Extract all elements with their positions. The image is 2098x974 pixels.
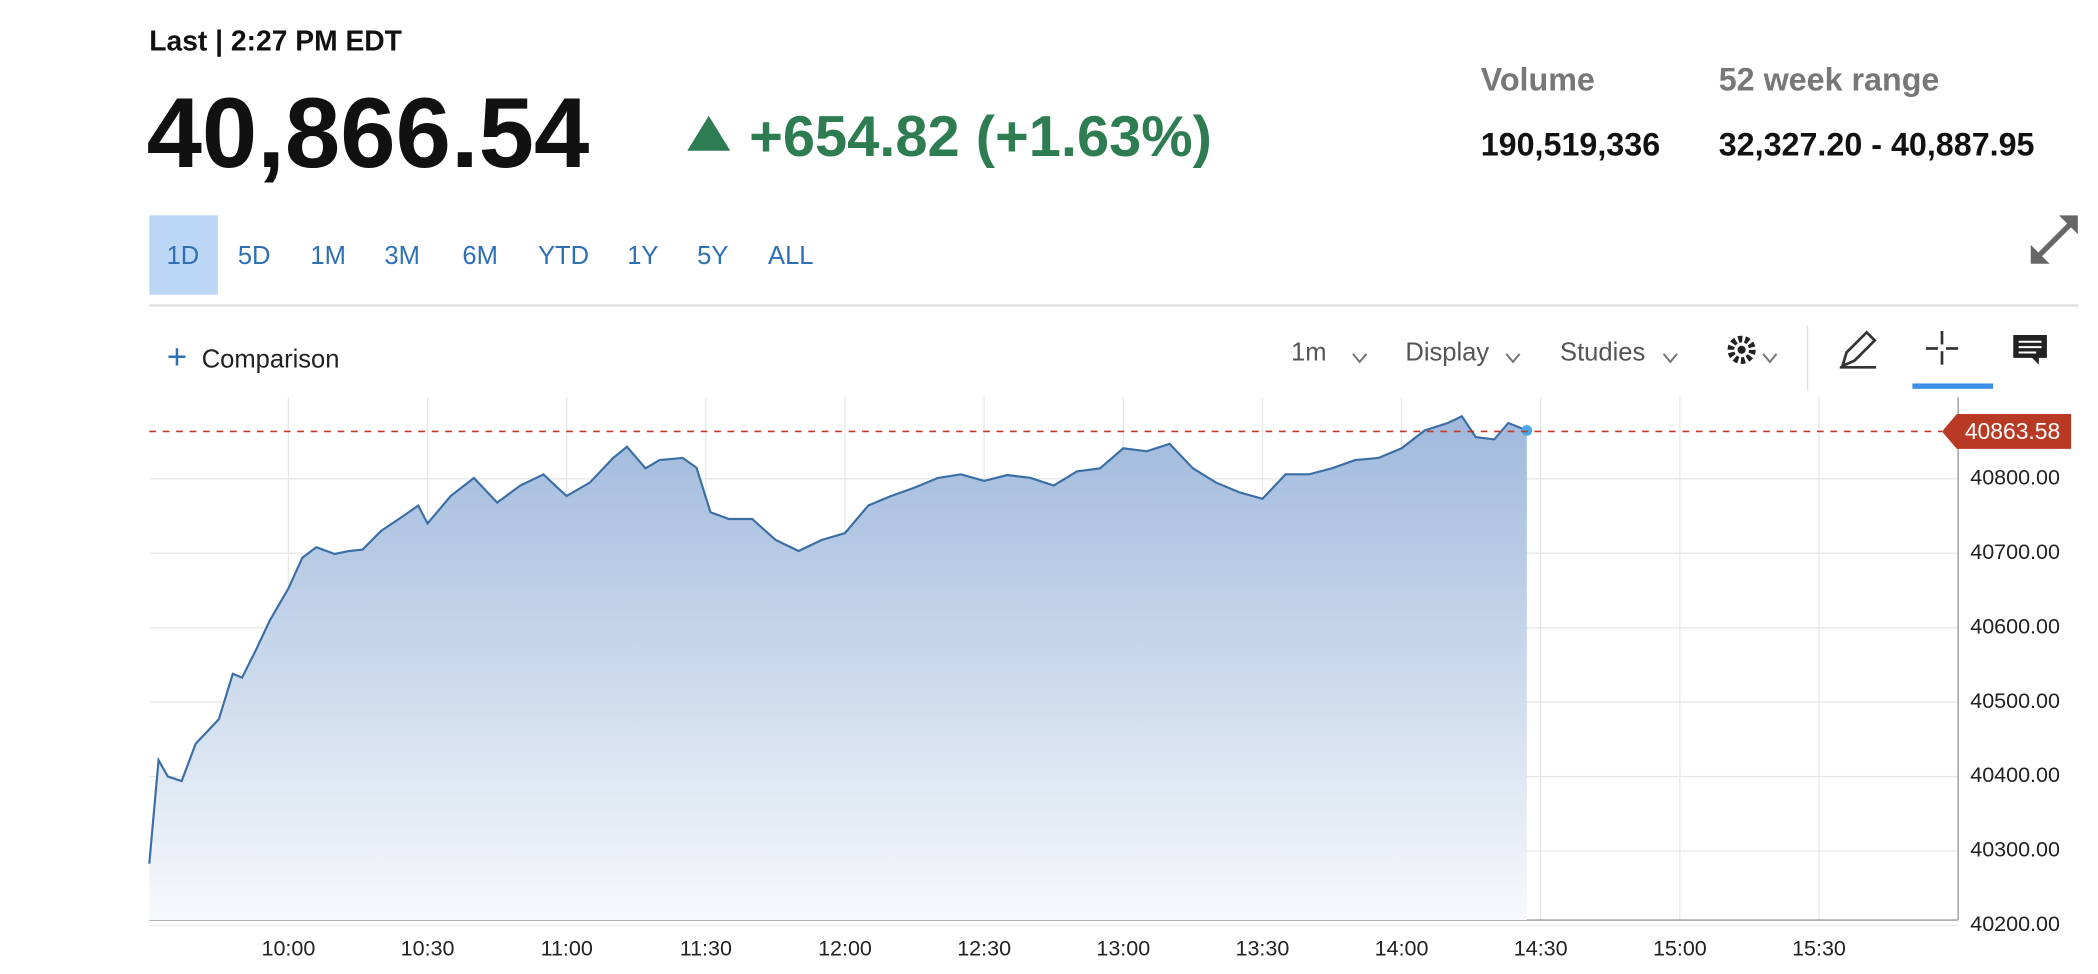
range-tab[interactable]: ALL xyxy=(768,242,813,270)
price-line xyxy=(148,414,1528,864)
x-tick-label: 14:30 xyxy=(1514,936,1568,960)
range-tab[interactable]: 1M xyxy=(310,242,346,270)
active-tab-bg xyxy=(149,215,218,295)
settings-icon[interactable] xyxy=(1727,335,1778,364)
area xyxy=(149,416,1527,921)
x-tick-label: 11:30 xyxy=(680,936,732,960)
y-tick-label: 40400.00 xyxy=(1970,763,2060,787)
comparison-button[interactable]: Comparison xyxy=(202,345,340,373)
active-tool-indicator xyxy=(1912,383,1994,389)
range-tab[interactable]: 5Y xyxy=(697,242,728,270)
x-tick-label: 11:00 xyxy=(541,936,593,960)
chevron xyxy=(1505,353,1521,364)
range-tab[interactable]: 1D xyxy=(167,242,200,270)
chevron xyxy=(1352,353,1368,364)
tabs: 1D 5D 1M 3M 6M YTD 1Y 5Y ALL xyxy=(167,242,814,270)
x-tick-label: 12:30 xyxy=(957,936,1011,960)
last-time: Last | 2:27 PM EDT xyxy=(149,25,402,57)
y-tick-label: 40300.00 xyxy=(1970,838,2060,862)
x-tick-label: 15:00 xyxy=(1653,936,1707,960)
x-tick-label: 10:30 xyxy=(401,936,455,960)
x-tick-label: 13:30 xyxy=(1236,936,1290,960)
y-tick-label: 40200.00 xyxy=(1970,912,2060,936)
range-tab[interactable]: 3M xyxy=(384,242,420,270)
x-tick-label: 12:00 xyxy=(818,936,872,960)
draw-icon[interactable] xyxy=(1839,330,1877,369)
x-tick-label: 10:00 xyxy=(262,936,316,960)
y-tick-label: 40500.00 xyxy=(1970,689,2060,713)
range-label: 52 week range xyxy=(1719,62,1940,98)
crosshair-icon[interactable] xyxy=(1925,330,1959,365)
y-tick-label: 40800.00 xyxy=(1970,465,2060,489)
last-value-tag xyxy=(1941,413,2072,449)
range: 32,327.20 - 40,887.95 xyxy=(1719,126,2035,162)
last-point xyxy=(1521,425,1533,436)
range-tab[interactable]: 1Y xyxy=(627,242,658,270)
x-tick-label: 14:00 xyxy=(1375,936,1429,960)
range-tab[interactable]: YTD xyxy=(538,242,589,270)
volume: 190,519,336 xyxy=(1481,126,1660,162)
display-button[interactable]: Display xyxy=(1405,339,1489,367)
y-tick-label: 40600.00 xyxy=(1970,614,2060,638)
studies-button[interactable]: Studies xyxy=(1560,339,1645,367)
price-change: +654.82 (+1.63%) xyxy=(749,105,1212,169)
expand-icon[interactable] xyxy=(2030,215,2078,264)
last-value-label: 40863.58 xyxy=(1965,418,2060,444)
range-tab[interactable]: 6M xyxy=(462,242,498,270)
comment-icon[interactable] xyxy=(2013,335,2047,365)
x-tick-label: 13:00 xyxy=(1096,936,1150,960)
chevron xyxy=(1662,353,1678,364)
price: 40,866.54 xyxy=(147,78,590,189)
volume-label: Volume xyxy=(1481,62,1595,98)
range-tab[interactable]: 5D xyxy=(238,242,271,270)
plot: 40200.00 40300.00 40400.00 40500.00 40600.00… xyxy=(148,396,2072,960)
x-tick-label: 15:30 xyxy=(1792,936,1846,960)
y-tick-label: 40700.00 xyxy=(1970,540,2060,564)
interval-button[interactable]: 1m xyxy=(1291,339,1327,367)
up-arrow xyxy=(687,115,731,151)
plus-icon[interactable]: + xyxy=(167,337,187,376)
